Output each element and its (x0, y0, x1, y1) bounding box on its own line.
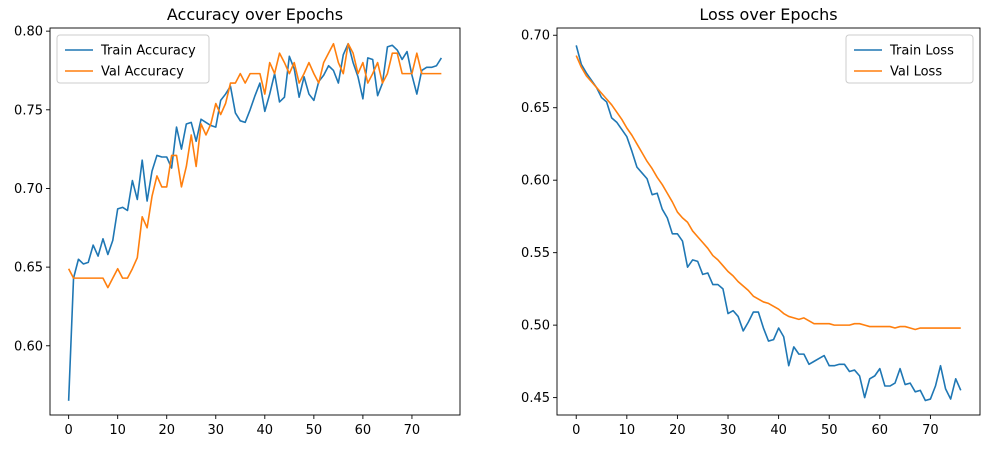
loss-y-tick-label: 0.60 (521, 174, 550, 189)
loss-y-tick-label: 0.45 (521, 391, 550, 406)
accuracy-legend-label-2: Val Accuracy (101, 65, 184, 80)
accuracy-series-line-2 (67, 42, 442, 289)
accuracy-x-tick-label: 0 (64, 423, 72, 438)
loss-x-tick-label: 70 (922, 423, 939, 438)
loss-chart-title: Loss over Epochs (699, 5, 837, 24)
accuracy-x-tick-label: 20 (158, 423, 175, 438)
accuracy-x-tick-label: 30 (207, 423, 224, 438)
accuracy-legend: Train Accuracy Val Accuracy (56, 34, 210, 84)
loss-series-line-2 (575, 55, 961, 331)
loss-legend-label-2: Val Loss (890, 65, 942, 80)
loss-chart: Loss over Epochs 0 10 20 30 40 50 60 70 0.45 0.50 0… (521, 5, 981, 438)
accuracy-x-tick-label: 70 (404, 423, 421, 438)
accuracy-legend-box (56, 34, 210, 84)
loss-y-tick-label: 0.50 (521, 319, 550, 334)
accuracy-y-tick-label: 0.65 (14, 261, 43, 276)
accuracy-y-tick-label: 0.80 (14, 25, 43, 40)
loss-y-tick-label: 0.65 (521, 101, 550, 116)
loss-x-tick-label: 10 (619, 423, 636, 438)
loss-x-tick-label: 30 (720, 423, 737, 438)
loss-x-tick-label: 20 (669, 423, 686, 438)
accuracy-x-tick-label: 50 (306, 423, 323, 438)
loss-x-tick-label: 40 (770, 423, 787, 438)
accuracy-y-tick-label: 0.75 (14, 103, 43, 118)
accuracy-legend-label-1: Train Accuracy (100, 44, 196, 59)
accuracy-y-tick-label: 0.70 (14, 182, 43, 197)
loss-axes-frame (556, 27, 981, 416)
loss-series-line-1 (575, 45, 962, 402)
accuracy-chart: Accuracy over Epochs 0 10 20 30 40 50 60 70 0.60 0… (14, 5, 461, 438)
accuracy-x-tick-label: 60 (355, 423, 372, 438)
loss-legend: Train Loss Val Loss (845, 34, 974, 84)
loss-x-tick-label: 60 (872, 423, 889, 438)
loss-x-tick-label: 0 (572, 423, 580, 438)
accuracy-axes-frame (49, 27, 461, 416)
accuracy-x-tick-label: 40 (257, 423, 274, 438)
accuracy-chart-title: Accuracy over Epochs (167, 5, 343, 24)
accuracy-y-tick-label: 0.60 (14, 339, 43, 354)
accuracy-x-tick-label: 10 (109, 423, 126, 438)
loss-x-tick-label: 50 (821, 423, 838, 438)
loss-legend-label-1: Train Loss (889, 44, 954, 59)
loss-y-tick-label: 0.70 (521, 29, 550, 44)
accuracy-series-line-1 (67, 42, 443, 401)
loss-y-tick-label: 0.55 (521, 246, 550, 261)
